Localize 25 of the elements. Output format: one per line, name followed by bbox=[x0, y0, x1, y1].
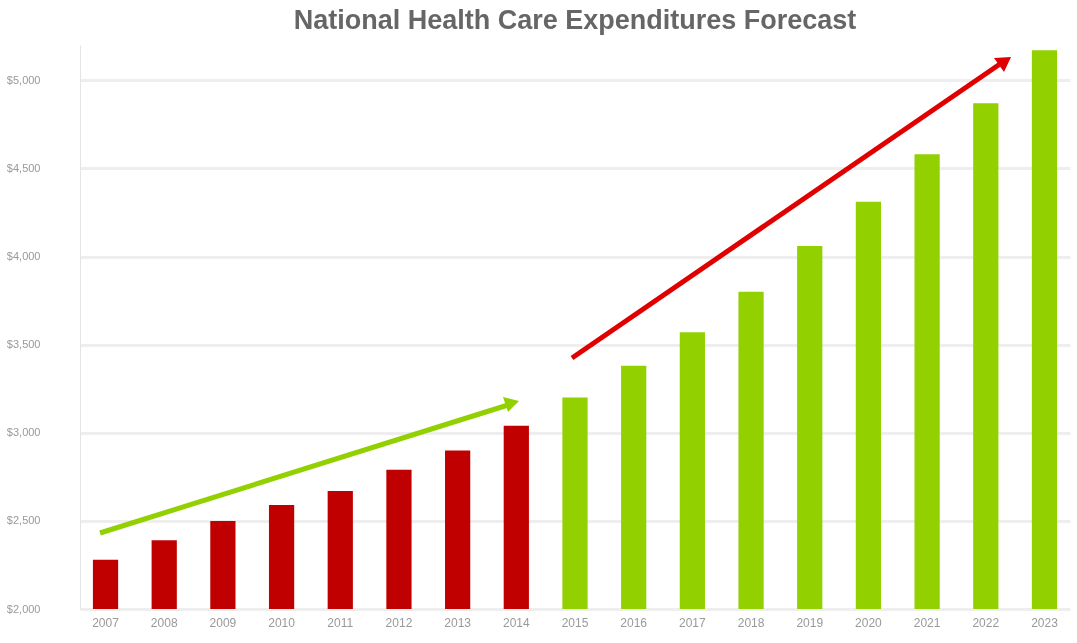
y-tick-label: $3,500 bbox=[6, 338, 41, 351]
x-tick-label: 2020 bbox=[855, 615, 883, 630]
x-tick-label: 2019 bbox=[796, 615, 824, 630]
x-tick-label: 2012 bbox=[385, 615, 413, 630]
x-tick-label: 2011 bbox=[327, 615, 354, 630]
x-tick-label: 2017 bbox=[679, 615, 707, 630]
y-tick-label: $4,500 bbox=[6, 161, 41, 174]
x-tick-label: 2015 bbox=[561, 615, 589, 630]
x-tick-label: 2007 bbox=[92, 615, 120, 630]
x-tick-label: 2009 bbox=[209, 615, 237, 630]
x-tick-label: 2022 bbox=[972, 615, 1000, 630]
x-tick-label: 2016 bbox=[620, 615, 648, 630]
y-tick-label: $2,000 bbox=[6, 602, 41, 615]
y-tick-label: $5,000 bbox=[6, 73, 41, 86]
x-tick-label: 2018 bbox=[737, 615, 765, 630]
x-tick-label: 2010 bbox=[268, 615, 296, 630]
x-tick-label: 2013 bbox=[444, 615, 472, 630]
x-tick-label: 2023 bbox=[1031, 615, 1059, 630]
chart-title: National Health Care Expenditures Forecast bbox=[293, 5, 857, 35]
y-tick-label: $4,000 bbox=[6, 250, 41, 262]
y-tick-label: $2,500 bbox=[6, 514, 41, 527]
x-tick-label: 2021 bbox=[913, 615, 941, 630]
y-tick-label: $3,000 bbox=[6, 426, 41, 439]
x-tick-label: 2014 bbox=[502, 615, 530, 630]
x-tick-label: 2008 bbox=[150, 615, 178, 630]
